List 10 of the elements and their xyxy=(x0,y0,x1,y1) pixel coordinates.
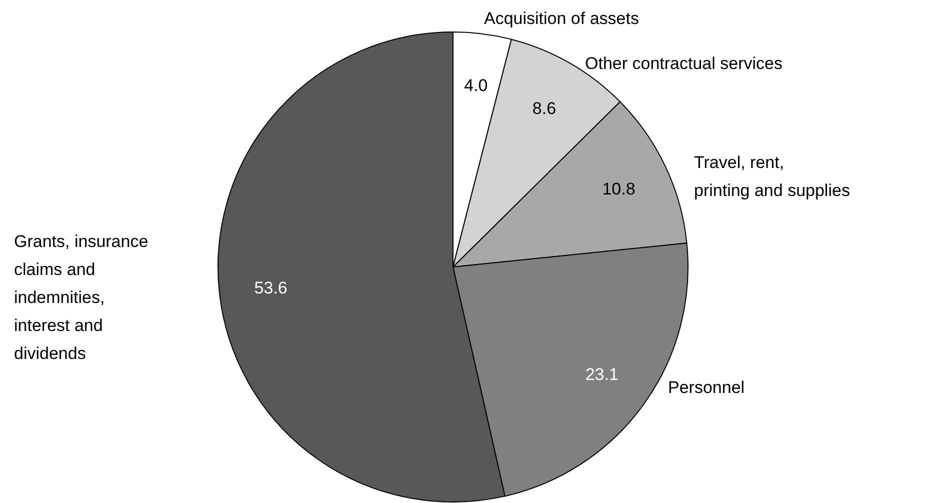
slice-label: Personnel xyxy=(668,378,745,397)
data-label: 10.8 xyxy=(602,180,636,199)
slice-label: Travel, rent, printing and supplies xyxy=(694,153,850,200)
data-label: 53.6 xyxy=(254,278,288,298)
slice-label: Other contractual services xyxy=(585,54,782,73)
data-label: 8.6 xyxy=(532,98,556,118)
slice-label: Acquisition of assets xyxy=(484,9,639,28)
slice-label: Grants, insurance claims and indemnities, interest and dividends xyxy=(14,232,148,363)
data-label: 23.1 xyxy=(585,364,618,384)
data-label: 4.0 xyxy=(464,76,488,96)
